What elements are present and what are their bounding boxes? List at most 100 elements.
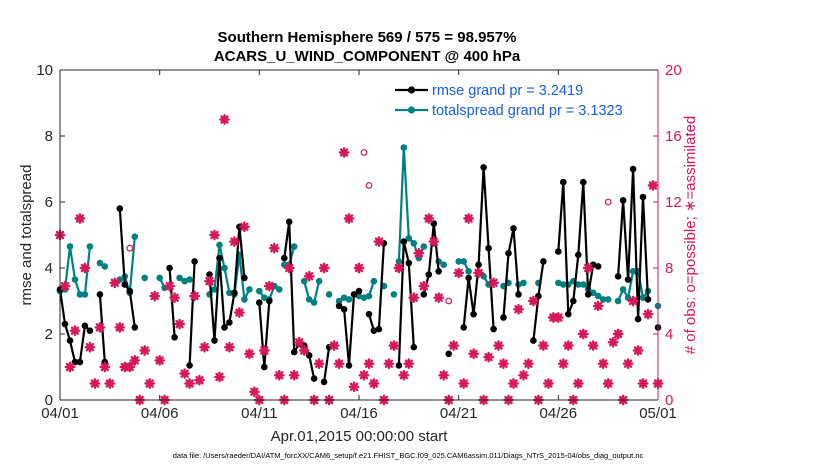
obs-assimilated-marker bbox=[622, 358, 634, 370]
obs-assimilated-marker bbox=[209, 229, 220, 241]
obs-possible-marker bbox=[365, 182, 373, 189]
rmse-point bbox=[231, 289, 238, 297]
obs-assimilated-marker bbox=[343, 213, 355, 224]
obs-assimilated-marker bbox=[174, 318, 186, 330]
totalspread-point bbox=[241, 296, 248, 303]
totalspread-point bbox=[575, 281, 582, 288]
obs-assimilated-marker bbox=[258, 345, 270, 356]
obs-assimilated-marker bbox=[74, 213, 86, 224]
obs-assimilated-marker bbox=[463, 213, 474, 224]
obs-assimilated-marker bbox=[513, 303, 524, 315]
rmse-point bbox=[365, 310, 373, 318]
obs-assimilated-marker bbox=[273, 369, 285, 381]
totalspread-point bbox=[604, 296, 612, 303]
obs-assimilated-marker bbox=[518, 369, 529, 381]
obs-assimilated-marker bbox=[647, 180, 659, 191]
legend-rmse-marker bbox=[407, 86, 416, 94]
rmse-point bbox=[191, 258, 198, 265]
rmse-line bbox=[188, 261, 196, 366]
rmse-point bbox=[126, 287, 134, 295]
rmse-point bbox=[530, 337, 537, 344]
y-right-tick-label: 12 bbox=[665, 194, 682, 211]
rmse-point bbox=[584, 291, 592, 298]
obs-assimilated-marker bbox=[189, 290, 201, 302]
obs-assimilated-marker bbox=[582, 262, 594, 274]
obs-assimilated-marker bbox=[149, 290, 161, 302]
obs-assimilated-marker bbox=[109, 277, 121, 289]
rmse-point bbox=[500, 314, 507, 321]
rmse-point bbox=[405, 259, 413, 267]
totalspread-point bbox=[101, 263, 109, 270]
obs-assimilated-marker bbox=[263, 280, 275, 292]
legend-spread-marker bbox=[407, 106, 416, 114]
obs-assimilated-marker bbox=[124, 361, 136, 373]
rmse-point bbox=[490, 325, 497, 333]
rmse-point bbox=[221, 324, 228, 331]
obs-assimilated-marker bbox=[348, 381, 360, 393]
rmse-point bbox=[320, 378, 328, 386]
rmse-point bbox=[226, 319, 233, 326]
obs-assimilated-marker bbox=[298, 345, 310, 356]
obs-assimilated-marker bbox=[612, 328, 624, 340]
obs-assimilated-marker bbox=[69, 325, 81, 337]
rmse-point bbox=[211, 337, 218, 344]
obs-possible-marker bbox=[126, 244, 134, 252]
obs-assimilated-marker bbox=[94, 322, 106, 333]
totalspread-point bbox=[390, 291, 398, 298]
obs-assimilated-marker bbox=[393, 262, 405, 274]
totalspread-point bbox=[141, 274, 148, 282]
rmse-line bbox=[502, 227, 520, 318]
rmse-point bbox=[345, 362, 353, 369]
rmse-point bbox=[575, 251, 582, 259]
legend-box bbox=[390, 76, 654, 122]
obs-assimilated-marker bbox=[538, 340, 549, 351]
totalspread-point bbox=[599, 296, 607, 303]
obs-assimilated-marker bbox=[214, 371, 225, 383]
obs-assimilated-marker bbox=[338, 147, 350, 158]
totalspread-point bbox=[335, 297, 343, 305]
obs-assimilated-marker bbox=[557, 358, 569, 370]
obs-assimilated-marker bbox=[642, 308, 654, 320]
rmse-point bbox=[560, 178, 567, 186]
rmse-point bbox=[241, 274, 248, 282]
totalspread-point bbox=[520, 279, 527, 287]
totalspread-point bbox=[86, 243, 94, 250]
rmse-point bbox=[410, 343, 418, 351]
obs-assimilated-marker bbox=[223, 341, 235, 353]
obs-assimilated-marker bbox=[248, 386, 260, 398]
x-tick-label: 04/11 bbox=[241, 405, 277, 422]
obs-assimilated-marker bbox=[488, 277, 499, 289]
obs-assimilated-marker bbox=[398, 369, 410, 381]
y-axis-right-label: # of obs: o=possible; ∗=assimilated bbox=[682, 116, 699, 355]
obs-assimilated-marker bbox=[129, 355, 141, 366]
totalspread-point bbox=[629, 268, 637, 275]
obs-assimilated-marker bbox=[458, 378, 470, 389]
obs-assimilated-marker bbox=[473, 267, 484, 279]
rmse-point bbox=[445, 350, 453, 358]
obs-assimilated-marker bbox=[139, 345, 151, 356]
obs-assimilated-marker bbox=[597, 358, 609, 370]
totalspread-point bbox=[176, 274, 183, 282]
totalspread-point bbox=[594, 292, 602, 300]
y-right-tick-label: 16 bbox=[665, 128, 682, 145]
totalspread-point bbox=[370, 277, 378, 285]
rmse-point bbox=[515, 291, 522, 298]
rmse-point bbox=[644, 296, 652, 303]
rmse-point bbox=[460, 324, 468, 331]
y-left-tick-label: 0 bbox=[45, 392, 53, 409]
obs-assimilated-marker bbox=[293, 336, 305, 348]
rmse-point bbox=[350, 291, 358, 298]
rmse-point bbox=[96, 291, 104, 298]
obs-assimilated-marker bbox=[543, 378, 554, 389]
rmse-line bbox=[323, 347, 331, 383]
obs-assimilated-marker bbox=[89, 378, 101, 389]
rmse-line bbox=[168, 267, 176, 338]
rmse-point bbox=[639, 193, 647, 201]
obs-assimilated-marker bbox=[288, 369, 300, 381]
rmse-point bbox=[131, 324, 139, 331]
totalspread-point bbox=[216, 241, 223, 249]
obs-assimilated-marker bbox=[194, 374, 205, 386]
rmse-point bbox=[340, 306, 348, 313]
legend-spread-label: totalspread grand pr = 3.1323 bbox=[432, 103, 623, 119]
